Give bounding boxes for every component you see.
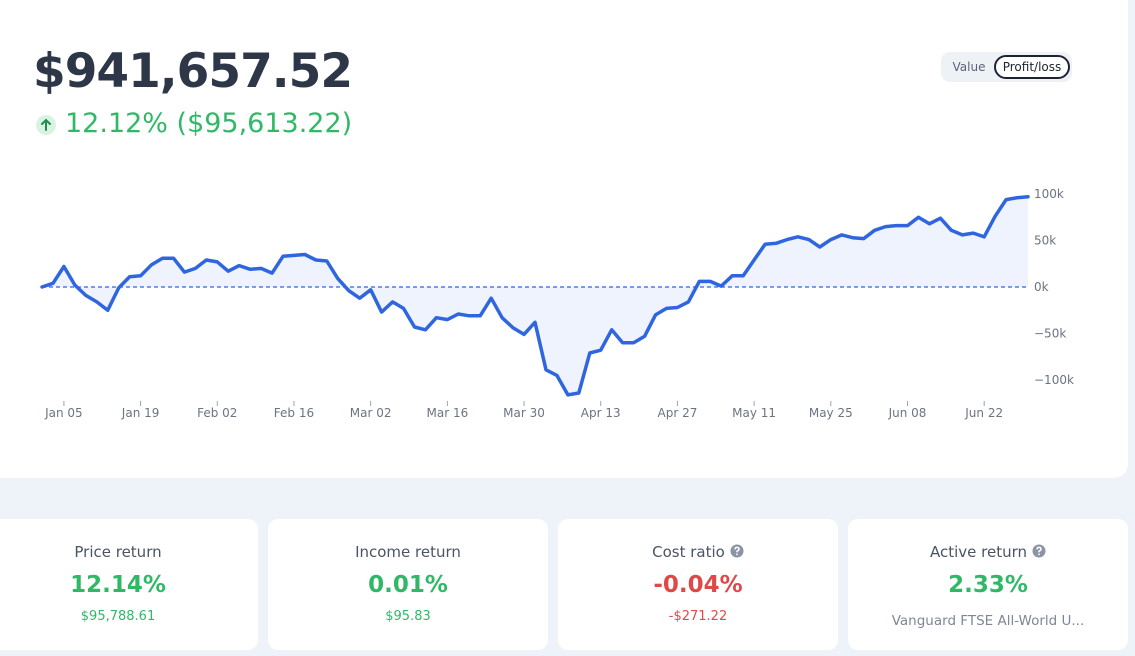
line — [40, 195, 1030, 397]
area — [42, 196, 1028, 395]
card: Price return 12.14% $95,788.61 — [0, 519, 258, 650]
chart: 100k 50k 0k −50k −100k Jan 05 Jan 19 Feb 02 Feb … — [40, 187, 1074, 420]
card-title: Active return — [848, 543, 1128, 561]
y-tick-label: 50k — [1034, 234, 1056, 248]
x-tick-label: Feb 16 — [274, 406, 314, 420]
x-tick-label: Mar 30 — [503, 406, 545, 420]
card: Active return 2.33% Vanguard FTSE All-Wo… — [848, 519, 1128, 650]
y-tick-label: 0k — [1034, 280, 1049, 294]
x-tick-label: Apr 27 — [658, 406, 698, 420]
card: Income return 0.01% $95.83 — [268, 519, 548, 650]
card: Cost ratio -0.04% -$271.22 — [558, 519, 838, 650]
y-tick-label: −50k — [1034, 327, 1066, 341]
toggle-option[interactable]: Value — [952, 60, 986, 74]
help-icon[interactable] — [730, 544, 744, 558]
card-value: 2.33% — [948, 572, 1028, 598]
y-tick-label: 100k — [1034, 187, 1064, 201]
x-tick-label: May 11 — [732, 406, 776, 420]
card-title: Price return — [74, 543, 162, 561]
x-tick-label: Mar 02 — [350, 406, 392, 420]
up-icon — [36, 115, 56, 135]
portfolio-value: $941,657.52 — [33, 44, 353, 99]
view-toggle: Value Profit/loss — [941, 52, 1072, 82]
help-icon[interactable] — [1032, 544, 1046, 558]
x-tick-label: Jun 08 — [888, 406, 927, 420]
portfolio-change: 12.12% ($95,613.22) — [65, 108, 353, 139]
y-tick-label: −100k — [1034, 373, 1074, 387]
card-title: Cost ratio — [558, 543, 838, 561]
card-title: Income return — [355, 543, 461, 561]
card-value: -0.04% — [653, 572, 743, 598]
card-detail: Vanguard FTSE All-World U... — [891, 613, 1085, 629]
toggle-option[interactable]: Profit/loss — [994, 55, 1070, 79]
x-tick-label: Apr 13 — [581, 406, 621, 420]
x-tick-label: Jan 19 — [121, 406, 160, 420]
card-detail: -$271.22 — [668, 609, 728, 624]
x-tick-label: May 25 — [809, 406, 853, 420]
card-detail: $95,788.61 — [80, 609, 156, 624]
card-value: 0.01% — [368, 572, 448, 598]
card-value: 12.14% — [70, 572, 166, 598]
x-tick-label: Jan 05 — [44, 406, 83, 420]
card-detail: $95.83 — [385, 609, 431, 624]
x-tick-label: Mar 16 — [426, 406, 468, 420]
x-tick-label: Jun 22 — [964, 406, 1003, 420]
x-tick-label: Feb 02 — [197, 406, 237, 420]
